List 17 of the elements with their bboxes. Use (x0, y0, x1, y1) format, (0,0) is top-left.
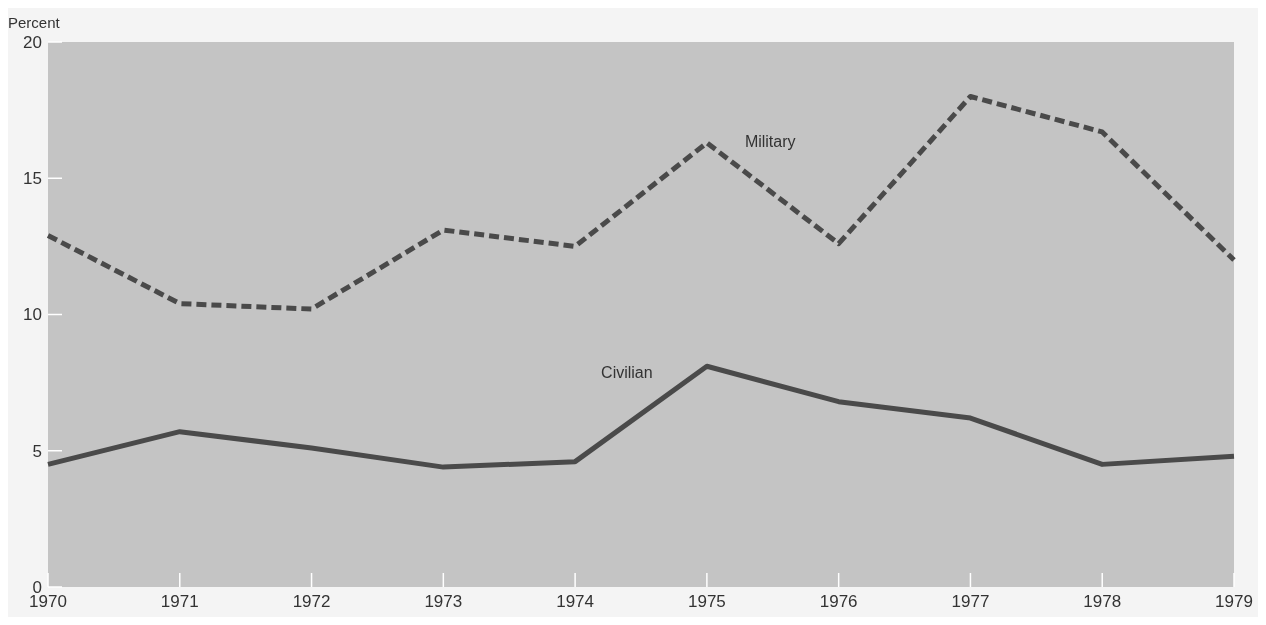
x-tick-label: 1973 (424, 592, 463, 611)
x-tick-label: 1970 (29, 592, 67, 611)
series-label: Military (744, 132, 796, 150)
y-tick-label: 15 (23, 169, 42, 189)
x-tick-label: 1974 (556, 592, 595, 611)
y-axis-title: Percent (8, 14, 61, 31)
y-tick-label: 5 (32, 441, 42, 461)
x-tick-label: 1979 (1215, 592, 1253, 611)
y-tick-label: 20 (23, 32, 42, 52)
y-tick-label: 10 (23, 305, 42, 325)
x-tick-label: 1976 (819, 592, 858, 611)
x-tick-label: 1972 (292, 592, 331, 611)
x-tick-label: 1971 (160, 592, 199, 611)
x-tick-label: 1977 (951, 592, 990, 611)
x-tick-label: 1975 (687, 592, 726, 611)
x-tick-label: 1978 (1083, 592, 1122, 611)
series-label: Civilian (601, 364, 653, 382)
